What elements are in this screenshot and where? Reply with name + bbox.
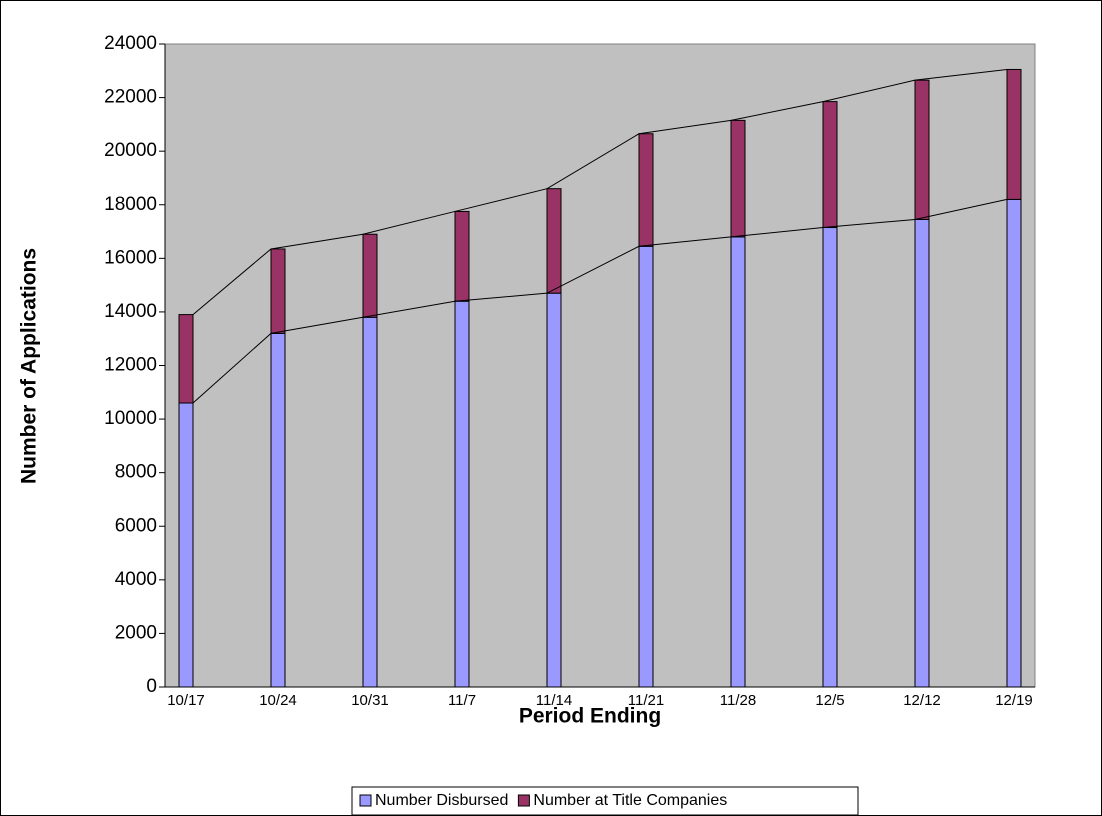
bar-segment [822, 101, 838, 229]
bar-segment [1006, 68, 1022, 200]
x-tick-label: 10/31 [351, 692, 389, 709]
bar-segment [730, 236, 746, 688]
bar-segment [454, 300, 470, 688]
series-line [192, 68, 1008, 315]
bar-segment [270, 248, 286, 334]
x-tick-label: 11/28 [720, 692, 756, 709]
y-tick-label: 2000 [115, 622, 157, 643]
legend-label: Number Disbursed [375, 792, 508, 809]
legend-box [351, 786, 859, 816]
bar-segment [362, 233, 378, 318]
bar-segment [638, 133, 654, 247]
bar-segment [546, 292, 562, 688]
y-tick-label: 14000 [104, 301, 157, 322]
x-tick-label: 10/24 [259, 692, 297, 709]
y-tick-label: 20000 [104, 140, 157, 161]
x-axis-title: Period Ending [519, 705, 661, 728]
bar-segment [178, 402, 194, 688]
x-tick-label: 11/14 [536, 692, 572, 709]
x-tick-label: 12/5 [815, 692, 844, 709]
series-line [192, 198, 1008, 404]
legend: Number Disbursed Number at Title Companie… [351, 786, 859, 816]
y-tick-label: 16000 [104, 247, 157, 268]
bar-segment [730, 119, 746, 238]
y-tick-label: 22000 [104, 87, 157, 108]
legend-label: Number at Title Companies [533, 792, 727, 809]
bar-segment [270, 332, 286, 688]
bar-segment [822, 227, 838, 688]
y-tick-label: 24000 [104, 33, 157, 54]
x-tick-label: 11/7 [448, 692, 476, 709]
bar-segment [1006, 198, 1022, 688]
legend-swatch [517, 794, 530, 807]
bar-segment [914, 79, 930, 220]
bar-segment [638, 245, 654, 688]
y-tick-label: 18000 [104, 194, 157, 215]
bar-segment [546, 188, 562, 294]
x-tick-label: 11/21 [628, 692, 664, 709]
y-tick-label: 6000 [115, 515, 157, 536]
y-tick-label: 12000 [104, 355, 157, 376]
bar-segment [914, 218, 930, 688]
y-tick-label: 8000 [115, 462, 157, 483]
y-tick-label: 0 [146, 676, 157, 697]
y-axis-title: Number of Applications [18, 248, 41, 484]
y-tick-label: 4000 [115, 569, 157, 590]
x-tick-label: 12/12 [903, 692, 941, 709]
plot-area [164, 43, 1036, 688]
y-tick-label: 10000 [104, 408, 157, 429]
bar-segment [454, 210, 470, 302]
bar-segment [178, 314, 194, 404]
bar-segment [362, 316, 378, 688]
x-tick-label: 10/17 [167, 692, 205, 709]
legend-swatch [359, 794, 372, 807]
x-tick-label: 12/19 [995, 692, 1033, 709]
